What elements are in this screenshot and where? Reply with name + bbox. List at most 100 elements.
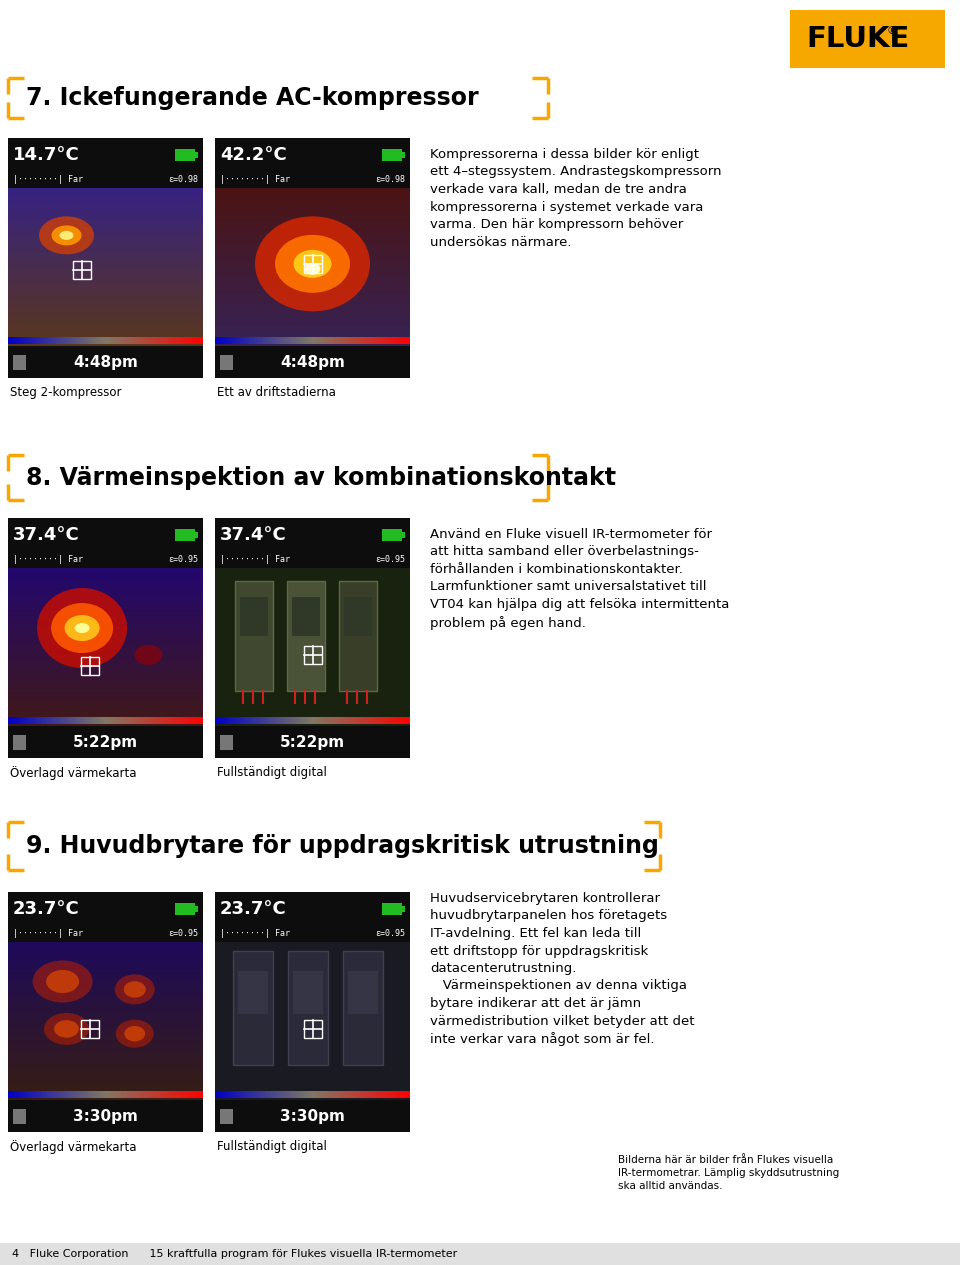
Bar [42, 1090, 43, 1098]
Bar [150, 336, 151, 344]
Bar [117, 336, 118, 344]
Bar [129, 336, 130, 344]
Bar [355, 1090, 356, 1098]
Bar [243, 336, 244, 344]
Bar [360, 336, 361, 344]
Text: |········| Far: |········| Far [220, 930, 290, 939]
Bar [167, 717, 168, 724]
Bar [195, 906, 198, 912]
Bar [218, 336, 219, 344]
Bar [367, 1090, 368, 1098]
Bar [96, 336, 97, 344]
Bar [337, 717, 338, 724]
Bar [162, 717, 163, 724]
Bar [335, 717, 336, 724]
Bar [180, 717, 181, 724]
Bar [125, 336, 126, 344]
Bar [380, 336, 381, 344]
Ellipse shape [52, 225, 82, 245]
Bar [182, 717, 183, 724]
Bar [197, 717, 198, 724]
Bar [348, 336, 349, 344]
Bar [96, 717, 97, 724]
Bar [377, 1090, 378, 1098]
Bar [282, 336, 283, 344]
Bar [90, 1090, 91, 1098]
Bar [284, 717, 285, 724]
Bar [128, 1090, 129, 1098]
Bar [340, 1090, 341, 1098]
Bar [151, 336, 152, 344]
Bar [80, 336, 81, 344]
Bar [388, 1090, 389, 1098]
Bar [253, 717, 254, 724]
Bar [397, 1090, 398, 1098]
Bar [281, 1090, 282, 1098]
Bar [363, 1090, 364, 1098]
Bar [281, 336, 282, 344]
Bar [313, 336, 314, 344]
Bar [363, 336, 364, 344]
Bar [20, 1090, 21, 1098]
Bar [143, 336, 144, 344]
Bar [216, 1090, 217, 1098]
Bar [315, 1090, 316, 1098]
Bar [329, 1090, 330, 1098]
Bar [81, 717, 82, 724]
Bar [354, 336, 355, 344]
Bar [145, 1090, 146, 1098]
Bar [156, 336, 157, 344]
Bar [183, 336, 184, 344]
Bar [344, 336, 345, 344]
Bar [299, 336, 300, 344]
Bar [133, 336, 134, 344]
Bar [294, 717, 295, 724]
Bar [365, 717, 366, 724]
Bar [92, 336, 93, 344]
Bar [168, 717, 169, 724]
Bar [42, 717, 43, 724]
Bar [79, 717, 80, 724]
Bar [83, 1090, 84, 1098]
Bar [347, 1090, 348, 1098]
Bar [237, 717, 238, 724]
Bar [396, 336, 397, 344]
Bar [381, 1090, 382, 1098]
Bar [330, 1090, 331, 1098]
Bar [97, 717, 98, 724]
Bar [353, 717, 354, 724]
Bar [366, 1090, 367, 1098]
Bar [193, 1090, 194, 1098]
Bar [215, 717, 216, 724]
Bar [405, 1090, 406, 1098]
Ellipse shape [255, 216, 370, 311]
Bar [402, 152, 405, 158]
Bar [371, 336, 372, 344]
Bar [49, 717, 50, 724]
Bar [338, 717, 339, 724]
Bar [301, 717, 302, 724]
Bar [360, 1090, 361, 1098]
Bar [215, 942, 410, 1101]
Bar [256, 717, 257, 724]
Bar [195, 336, 196, 344]
Bar [409, 336, 410, 344]
Bar [349, 717, 350, 724]
Bar [107, 717, 108, 724]
Bar [352, 717, 353, 724]
Bar [267, 717, 268, 724]
Bar [290, 1090, 291, 1098]
Bar [104, 336, 105, 344]
Text: Överlagd värmekarta: Överlagd värmekarta [10, 1140, 136, 1154]
Bar [161, 1090, 162, 1098]
Bar [240, 717, 241, 724]
Bar [78, 1090, 79, 1098]
Bar [386, 336, 387, 344]
Bar [280, 1090, 281, 1098]
Bar [249, 717, 250, 724]
Bar [94, 336, 95, 344]
Bar [366, 717, 367, 724]
Bar [170, 717, 171, 724]
Bar [33, 1090, 34, 1098]
Bar [275, 717, 276, 724]
